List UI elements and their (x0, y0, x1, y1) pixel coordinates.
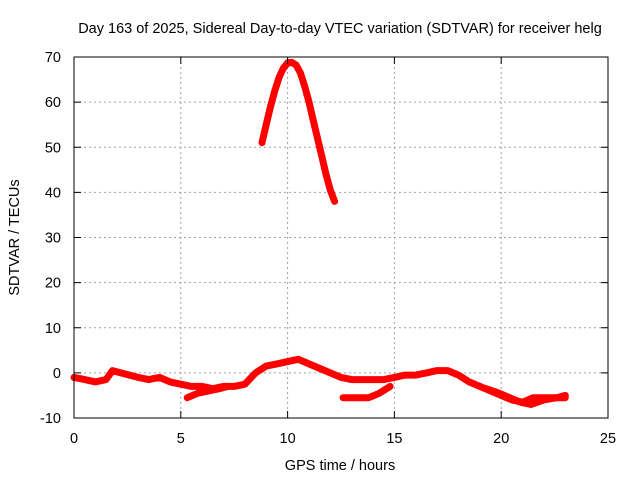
series-line-sdtvar-low-branch-c (482, 385, 569, 408)
ticks (73, 56, 609, 419)
series-line-sdtvar-arc-high (258, 58, 339, 205)
y-tick-label: 10 (45, 321, 61, 337)
series-group (70, 58, 569, 408)
x-tick-label: 10 (280, 431, 296, 447)
x-tick-label: 0 (70, 431, 78, 447)
y-tick-label: 20 (45, 276, 61, 292)
y-tick-label: 0 (53, 366, 61, 382)
y-axis-label: SDTVAR / TECUs (7, 179, 23, 295)
x-tick-label: 5 (177, 431, 185, 447)
x-tick-label: 15 (386, 431, 402, 447)
y-tick-label: -10 (40, 411, 61, 427)
y-tick-label: 50 (45, 140, 61, 156)
y-tick-label: 70 (45, 50, 61, 66)
tick-labels: 0 5 10 15 20 25 -10 0 10 20 30 40 50 60 70 (40, 50, 616, 447)
x-tick-label: 25 (600, 431, 616, 447)
chart-title: Day 163 of 2025, Sidereal Day-to-day VTE… (78, 21, 602, 37)
series-line-sdtvar-low-branch-a (183, 382, 232, 402)
y-tick-label: 40 (45, 185, 61, 201)
series-line-sdtvar-low-main (70, 355, 569, 406)
x-axis-label: GPS time / hours (285, 458, 395, 474)
grid (74, 57, 608, 418)
x-tick-label: 20 (493, 431, 509, 447)
y-tick-label: 30 (45, 231, 61, 247)
y-tick-label: 60 (45, 95, 61, 111)
series-line-sdtvar-low-branch-b (339, 382, 394, 402)
